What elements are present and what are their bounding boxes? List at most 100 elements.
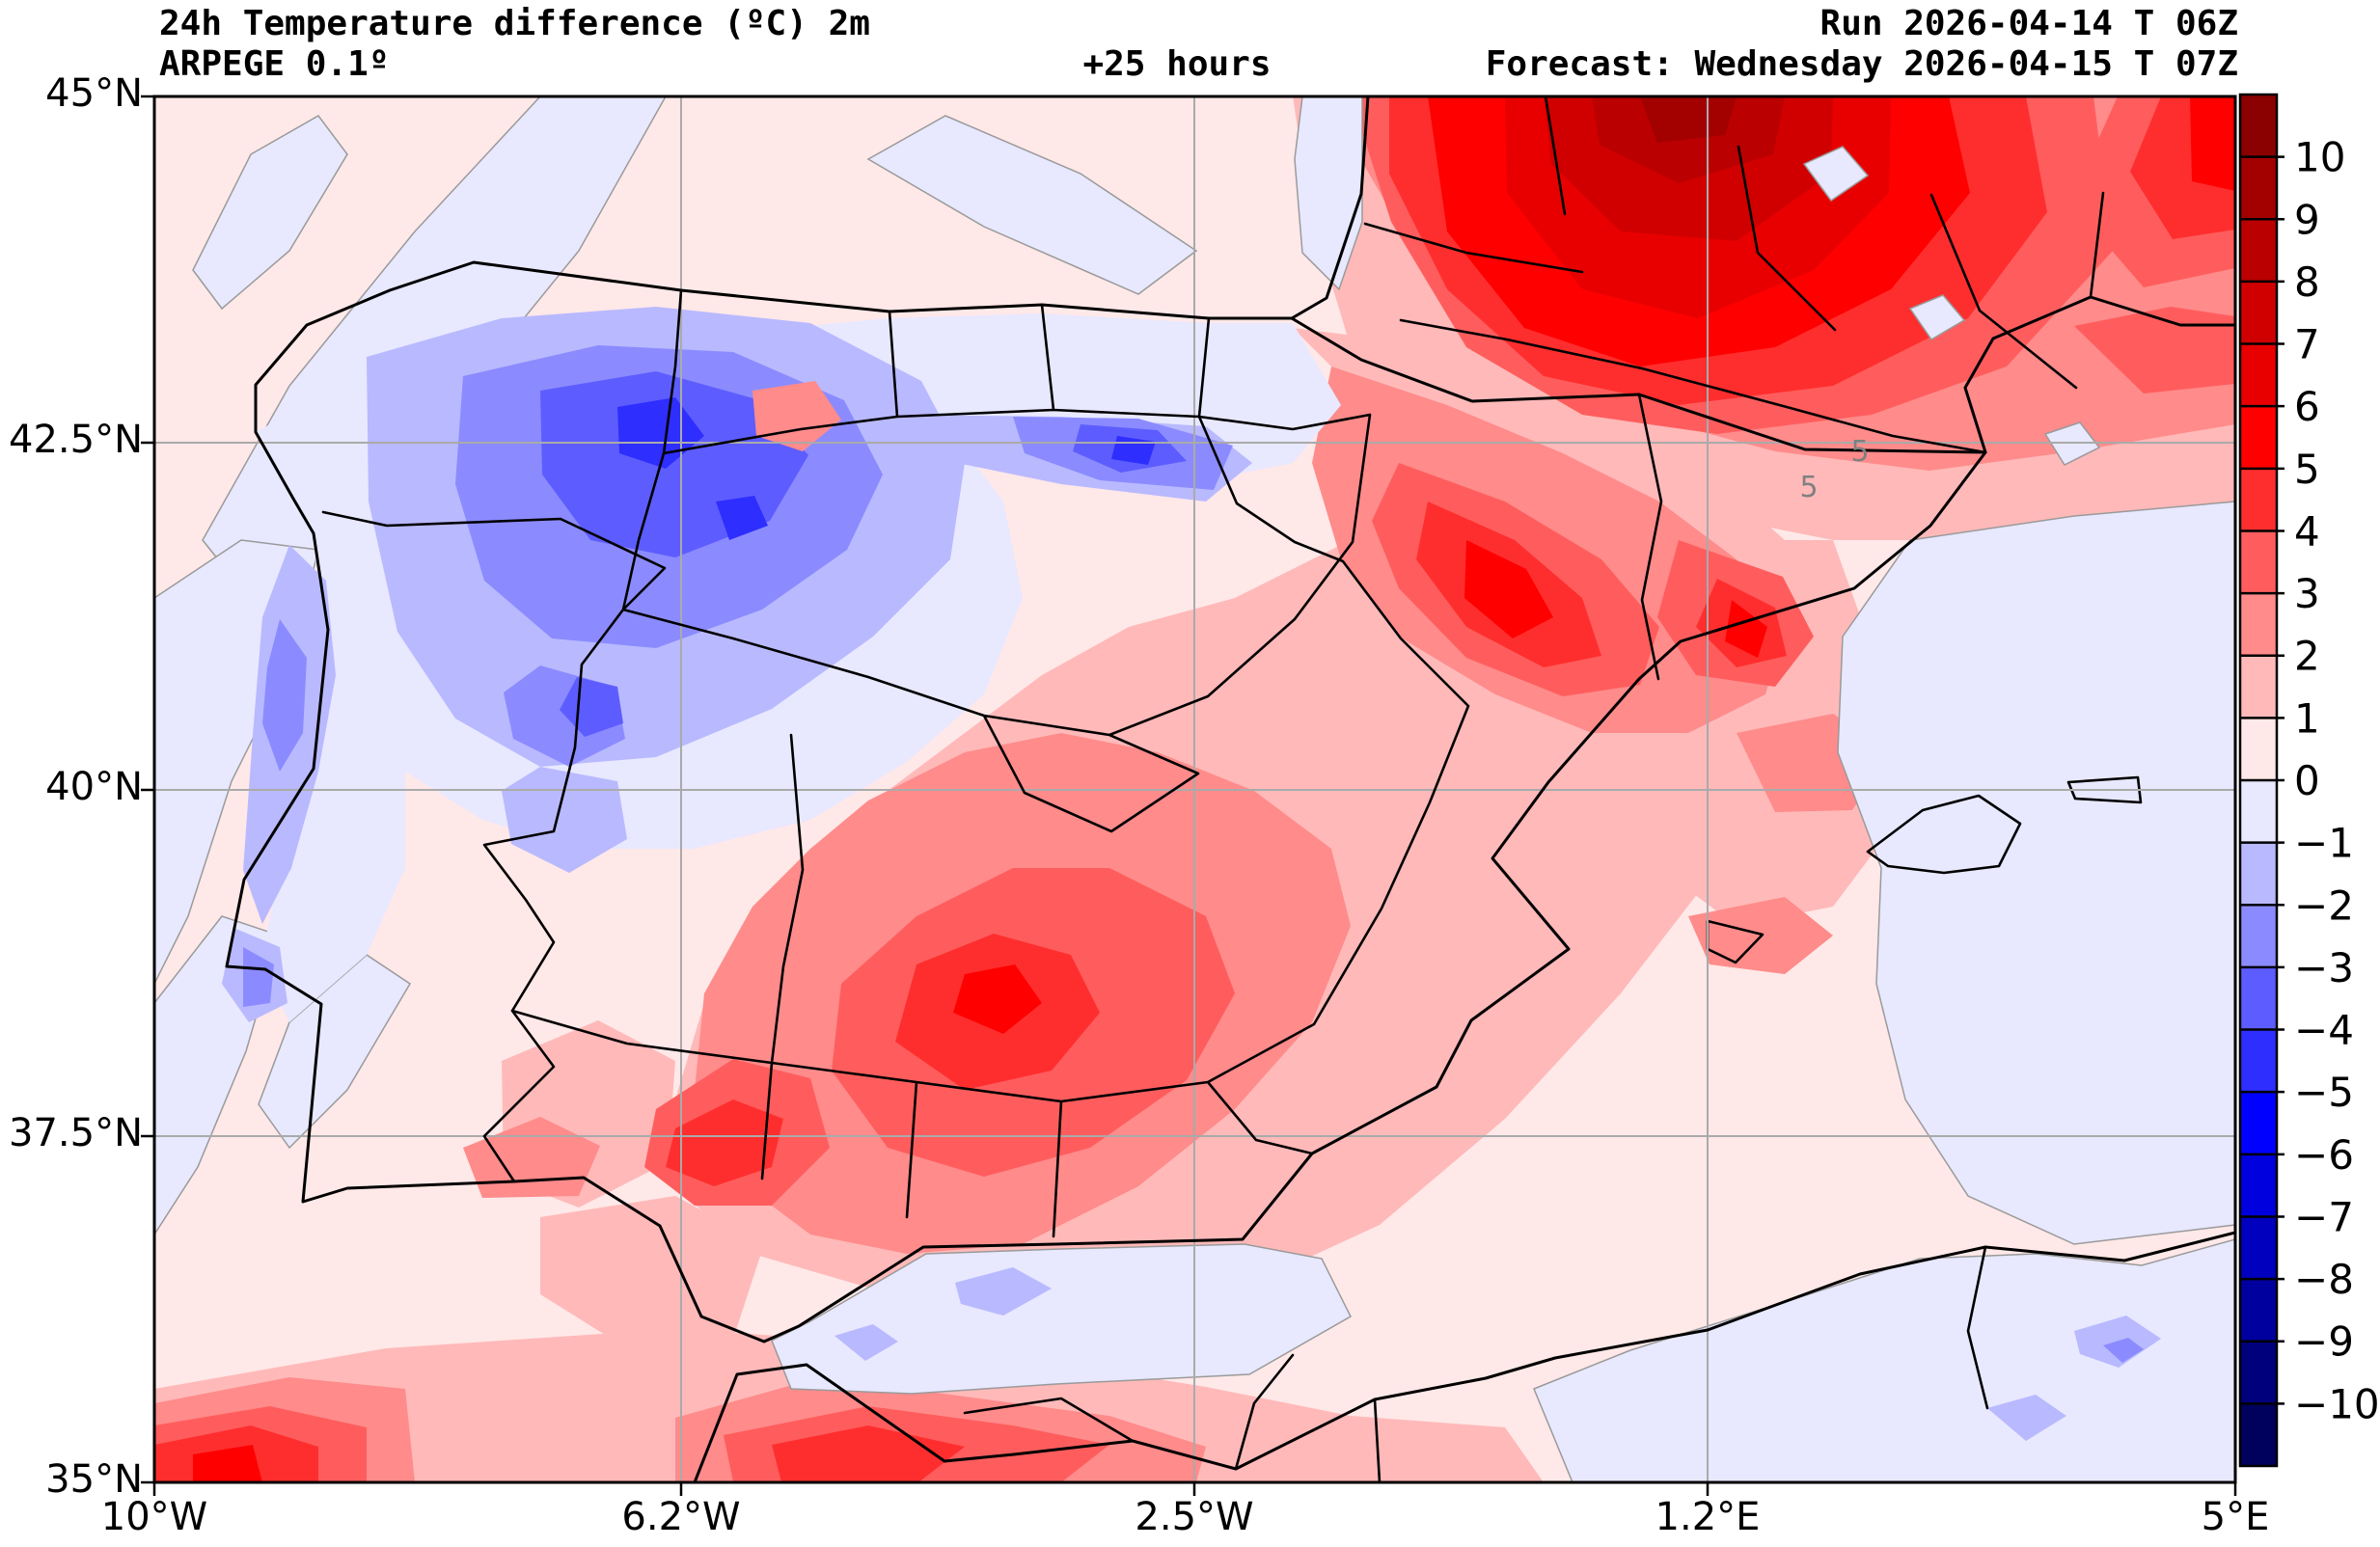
- contour-level-minus1: [1837, 501, 2235, 1245]
- forecast-time-label: Forecast: Wednesday 2026-04-15 T 07Z: [1485, 44, 2238, 84]
- contour-levels-minus2-to-minus5: [2103, 1338, 2144, 1363]
- page-title: 24h Temperature difference (ºC) 2m: [159, 4, 870, 43]
- y-tick-label: 42.5°N: [9, 418, 143, 462]
- africa-region-borders: [963, 1245, 1989, 1482]
- colorbar-tick-label: 7: [2294, 321, 2320, 368]
- spain-region-borders: [510, 288, 1663, 1238]
- portugal-spain-border: [321, 510, 667, 1183]
- contour-level-plus4: [666, 1099, 783, 1186]
- run-time-label: Run 2026-04-14 T 06Z: [1819, 4, 2238, 43]
- colorbar-tick-label: 1: [2294, 694, 2320, 742]
- contour-label: 5: [1850, 435, 1869, 469]
- colorbar: [2240, 343, 2277, 408]
- colorbar-tick-label: −6: [2294, 1131, 2354, 1179]
- colorbar: [2240, 593, 2277, 657]
- colorbar-tick-label: −1: [2294, 820, 2354, 867]
- colorbar: [2240, 281, 2277, 345]
- contour-levels-minus2-to-minus5: [222, 307, 2161, 1441]
- gridlines: [154, 96, 2235, 1482]
- coastlines-and-borders: [225, 96, 2235, 1482]
- contour-level-plus5-and-up: [1464, 540, 1553, 638]
- colorbar-tick-label: −5: [2294, 1069, 2354, 1116]
- contour-levels-minus2-to-minus5: [560, 677, 623, 737]
- contour-level-minus1: [192, 115, 348, 311]
- contour-levels-minus2-to-minus5: [502, 767, 627, 873]
- model-label: ARPEGE 0.1º: [159, 44, 390, 84]
- contour-level-plus1: [540, 1196, 764, 1343]
- colorbar-tick-label: 9: [2294, 196, 2320, 243]
- contour-levels-minus2-to-minus5: [243, 947, 274, 1007]
- x-tick-label: 1.2°E: [1655, 1495, 1761, 1539]
- colorbar: [2240, 95, 2277, 158]
- colorbar: [2240, 156, 2277, 221]
- contour-level-minus1: [1908, 294, 1966, 341]
- colorbar-tick-label: −10: [2294, 1380, 2380, 1427]
- colorbar-tick-label: −8: [2294, 1256, 2354, 1303]
- contour-level-minus1: [866, 115, 1198, 295]
- y-tick-label: 37.5°N: [9, 1111, 143, 1155]
- menorca-island: [2066, 775, 2143, 804]
- colorbar: [2240, 530, 2277, 595]
- colorbar: [2240, 718, 2277, 781]
- colorbar: [2240, 1403, 2277, 1467]
- contour-level-plus5-and-up: [953, 964, 1042, 1034]
- contour-level-plus4: [772, 1425, 965, 1482]
- colorbar: [2240, 655, 2277, 719]
- contour-level-minus1: [260, 694, 405, 1022]
- contour-level-plus5-and-up: [193, 1445, 262, 1482]
- colorbar-tick-label: 6: [2294, 383, 2320, 430]
- colorbar: [2240, 1216, 2277, 1281]
- iberia-coastline: [225, 260, 1987, 1343]
- contour-label: 5: [1799, 471, 1818, 504]
- colorbar: [2240, 406, 2277, 470]
- colorbar: [2240, 966, 2277, 1031]
- colorbar: [2240, 780, 2277, 844]
- colorbar: [2240, 1092, 2277, 1155]
- contour-level-plus5-and-up: [1725, 600, 1767, 658]
- y-tick-label: 40°N: [45, 765, 143, 809]
- colorbar: [2240, 1153, 2277, 1218]
- contour-level-plus3: [2074, 307, 2235, 394]
- contour-level-plus5-and-up: [2190, 96, 2235, 191]
- contour-level-plus5-and-up: [1640, 96, 1737, 143]
- colorbar-tick-label: 10: [2294, 134, 2345, 181]
- x-tick-label: 5°E: [2201, 1495, 2270, 1539]
- contour-levels-minus2-to-minus5: [834, 1324, 898, 1361]
- x-tick-label: 10°W: [100, 1495, 208, 1539]
- y-tick-label: 35°N: [45, 1457, 143, 1502]
- colorbar: [2240, 1279, 2277, 1343]
- contour-levels-minus2-to-minus5: [716, 496, 768, 540]
- colorbar: [2240, 905, 2277, 968]
- lead-time-label: +25 hours: [1082, 44, 1272, 84]
- contour-levels-minus2-to-minus5: [262, 619, 307, 772]
- contour-level-minus1: [1802, 146, 1870, 203]
- colorbar-tick-label: 3: [2294, 570, 2320, 617]
- france-region-borders: [1363, 96, 2105, 454]
- colorbar-tick-label: 8: [2294, 258, 2320, 306]
- colorbar: [2240, 842, 2277, 907]
- mallorca-island: [1866, 794, 2022, 875]
- colorbar-tick-label: 5: [2294, 446, 2320, 493]
- colorbar-tick-label: −7: [2294, 1193, 2354, 1240]
- contour-levels-minus2-to-minus5: [955, 1267, 1052, 1316]
- map-fill-layers: 5 5: [154, 96, 2235, 1482]
- colorbar-tick-label: −2: [2294, 882, 2354, 929]
- contour-levels-minus2-to-minus5: [1987, 1395, 2066, 1441]
- france-med-coastline: [1963, 295, 2235, 454]
- x-tick-label: 6.2°W: [621, 1495, 741, 1539]
- colorbar-tick-label: −4: [2294, 1007, 2354, 1054]
- colorbar-tick-label: −9: [2294, 1318, 2354, 1366]
- colorbar: [2240, 1029, 2277, 1094]
- colorbar: [2240, 219, 2277, 283]
- contour-level-plus5-and-up: [1592, 96, 1785, 183]
- colorbar: [2240, 1341, 2277, 1405]
- colorbar-tick-label: 4: [2294, 507, 2320, 555]
- colorbar-tick-label: 0: [2294, 757, 2320, 804]
- colorbar: [2240, 468, 2277, 532]
- france-west-coastline: [1290, 96, 1370, 320]
- colorbar-tick-label: 2: [2294, 633, 2320, 680]
- axis-ticks: [141, 95, 2237, 1496]
